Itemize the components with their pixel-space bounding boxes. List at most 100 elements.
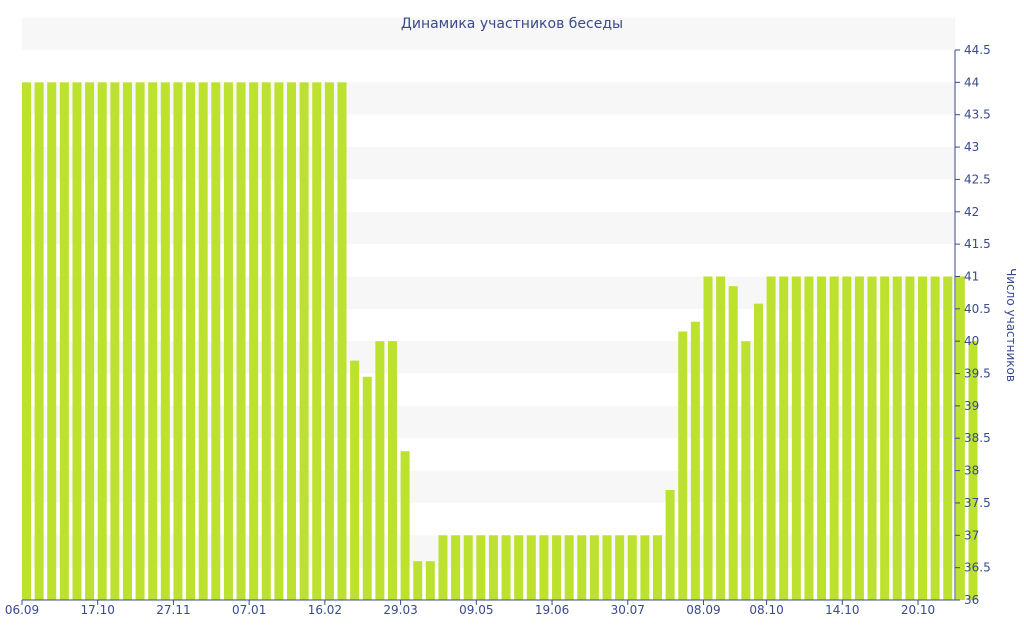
y-tick-label: 43.5 [964, 108, 991, 122]
bar [387, 341, 397, 600]
x-tick-label: 14.10 [825, 603, 859, 617]
bar [236, 82, 246, 601]
y-tick-label: 40.5 [964, 302, 991, 316]
bar [716, 276, 726, 600]
y-tick-label: 41 [964, 269, 979, 283]
bar [526, 535, 536, 600]
x-tick-label: 27.11 [156, 603, 190, 617]
y-tick-label: 37 [964, 528, 979, 542]
bar [324, 82, 334, 601]
bar [34, 82, 44, 601]
x-tick-label: 07.01 [232, 603, 266, 617]
bar [173, 82, 183, 601]
bar [564, 535, 574, 600]
bar [135, 82, 145, 601]
bar [539, 535, 549, 600]
bar [400, 451, 410, 600]
y-tick-label: 40 [964, 334, 979, 348]
bar [703, 276, 713, 600]
bar [766, 276, 776, 600]
bar [804, 276, 814, 600]
bar [160, 82, 170, 601]
y-tick-label: 44 [964, 75, 979, 89]
bar [261, 82, 271, 601]
bars [22, 82, 978, 601]
bar [72, 82, 82, 601]
y-axis-label: Число участников [1004, 268, 1018, 382]
bar [463, 535, 473, 600]
x-tick-label: 19.06 [535, 603, 569, 617]
bar [589, 535, 599, 600]
bar [337, 82, 347, 601]
bar [451, 535, 461, 600]
bar [552, 535, 562, 600]
bar [488, 535, 498, 600]
x-ticks: 06.09 17.10 27.11 07.01 16.02 29.03 09.05 19.06… [5, 600, 935, 617]
bar [514, 535, 524, 600]
x-tick-label: 17.10 [81, 603, 115, 617]
bar [741, 341, 751, 600]
y-tick-label: 36.5 [964, 561, 991, 575]
x-tick-label: 29.03 [383, 603, 417, 617]
y-tick-label: 42.5 [964, 172, 991, 186]
bar [211, 82, 221, 601]
bar [842, 276, 852, 600]
bar [854, 276, 864, 600]
bar [110, 82, 120, 601]
bar [602, 535, 612, 600]
x-tick-label: 08.10 [749, 603, 783, 617]
bar [299, 82, 309, 601]
grid-band [22, 17, 955, 51]
y-ticks: 36 36.5 37 37.5 38 38.5 39 39.5 40 40.5 41 41.5 42 42… [955, 43, 991, 607]
y-tick-label: 38.5 [964, 431, 991, 445]
bar [47, 82, 57, 601]
y-tick-label: 44.5 [964, 43, 991, 57]
x-tick-label: 08.09 [686, 603, 720, 617]
bar [867, 276, 877, 600]
bar [577, 535, 587, 600]
bar [198, 82, 208, 601]
y-tick-label: 42 [964, 205, 979, 219]
bar [943, 276, 953, 600]
bar [968, 341, 978, 600]
bar [791, 276, 801, 600]
y-tick-label: 37.5 [964, 496, 991, 510]
y-tick-label: 41.5 [964, 237, 991, 251]
bar [640, 535, 650, 600]
bar [817, 276, 827, 600]
bar [312, 82, 322, 601]
bar [122, 82, 132, 601]
bar [274, 82, 284, 601]
bar [425, 561, 435, 600]
bar [186, 82, 196, 601]
bar [918, 276, 928, 600]
bar [690, 321, 700, 600]
bar [627, 535, 637, 600]
bar [955, 276, 965, 600]
bar [22, 82, 31, 601]
chart-title: Динамика участников беседы [401, 16, 623, 32]
bar [615, 535, 625, 600]
bar [97, 82, 107, 601]
bar [678, 331, 688, 600]
bar [249, 82, 259, 601]
bar [501, 535, 511, 600]
bar [375, 341, 385, 600]
bar [413, 561, 423, 600]
y-tick-label: 39 [964, 399, 979, 413]
bar [880, 276, 890, 600]
bar [85, 82, 95, 601]
bar [59, 82, 69, 601]
bar [438, 535, 448, 600]
x-tick-label: 06.09 [5, 603, 39, 617]
x-tick-label: 20.10 [901, 603, 935, 617]
y-tick-label: 39.5 [964, 367, 991, 381]
bar [653, 535, 662, 600]
bar [665, 490, 675, 600]
bar [930, 276, 940, 600]
bar [829, 276, 839, 600]
y-tick-label: 38 [964, 464, 979, 478]
bar [148, 82, 158, 601]
